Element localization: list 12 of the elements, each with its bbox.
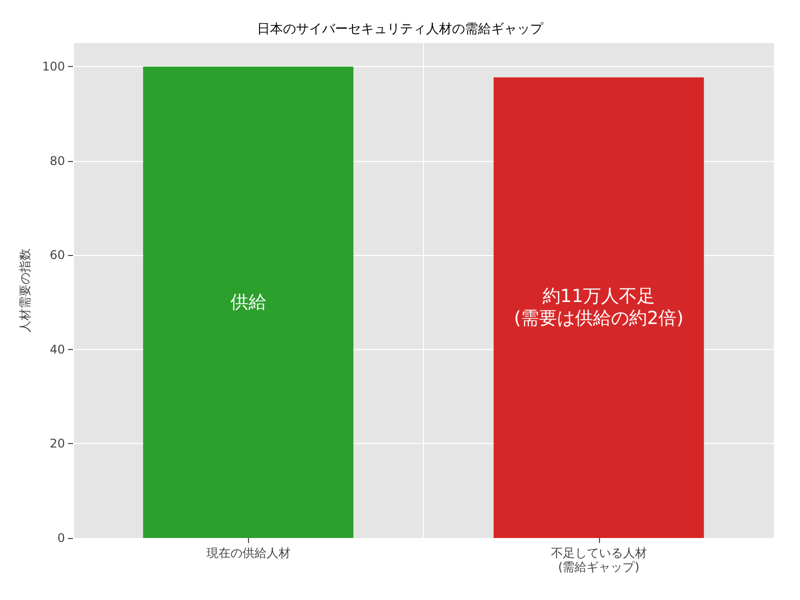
annotation: 供給 xyxy=(230,292,266,313)
y-tick-label: 80 xyxy=(50,154,65,168)
y-tick-label: 100 xyxy=(42,60,65,74)
y-tick-label: 20 xyxy=(50,436,65,451)
x-tick-label: 現在の供給人材 xyxy=(206,546,290,560)
y-axis-title: 人材需要の指数 xyxy=(18,248,32,332)
y-tick-label: 40 xyxy=(50,342,65,356)
x-tick-label: 不足している人材 (需給ギャップ) xyxy=(550,546,647,574)
chart-title: 日本のサイバーセキュリティ人材の需給ギャップ xyxy=(257,22,544,37)
y-tick-label: 0 xyxy=(57,531,65,545)
y-tick-label: 60 xyxy=(50,248,65,262)
annotation: 約11万人不足 (需要は供給の約2倍) xyxy=(514,286,684,330)
